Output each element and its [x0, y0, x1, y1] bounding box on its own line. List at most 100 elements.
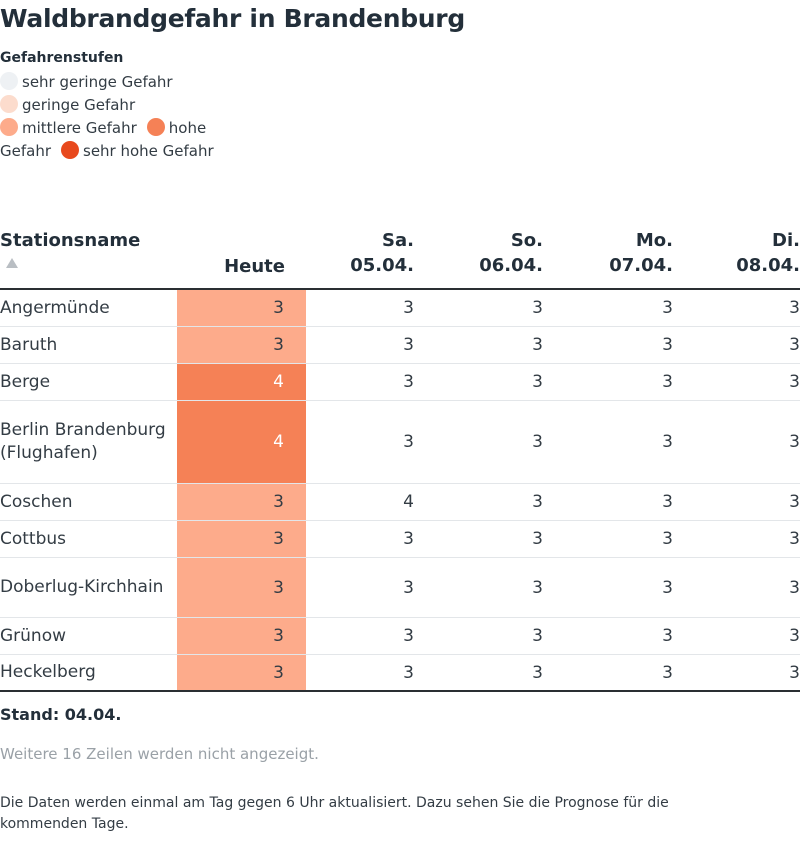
today-level: 4	[177, 401, 306, 483]
forecast-level: 3	[532, 626, 543, 646]
legend-swatch-icon	[0, 72, 18, 90]
forecast-level: 3	[662, 492, 673, 512]
column-header-day-4[interactable]: Di. 08.04.	[680, 228, 800, 278]
column-header-weekday: Di.	[772, 230, 800, 251]
forecast-level: 3	[662, 432, 673, 452]
forecast-level: 3	[662, 577, 673, 598]
forecast-level: 3	[403, 662, 414, 683]
forecast-level: 3	[532, 492, 543, 512]
legend-item: hohe Gefahr	[0, 118, 207, 160]
station-name: Cottbus	[0, 528, 67, 549]
forecast-level: 3	[532, 372, 543, 392]
legend-swatch-icon	[61, 141, 79, 159]
table-row: Doberlug-Kirchhain 3 3 3 3 3	[0, 558, 800, 618]
column-header-day-2[interactable]: So. 06.04.	[423, 228, 543, 278]
forecast-level: 3	[662, 298, 673, 318]
today-level: 3	[177, 618, 306, 654]
station-name: Berge	[0, 371, 51, 392]
station-name: Doberlug-Kirchhain	[0, 577, 164, 597]
forecast-level: 3	[662, 335, 673, 355]
today-level: 3	[177, 521, 306, 557]
forecast-level: 3	[532, 662, 543, 683]
table-header: Stationsname Heute Sa. 05.04. So. 06.04.…	[0, 226, 800, 290]
table-row: Cottbus 3 3 3 3 3	[0, 521, 800, 558]
forecast-level: 3	[789, 492, 800, 512]
forecast-level: 3	[403, 626, 414, 646]
legend-items: sehr geringe Gefahr geringe Gefahr mittler…	[0, 71, 240, 163]
forecast-level: 3	[662, 662, 673, 683]
station-name: Grünow	[0, 625, 67, 646]
column-header-weekday: So.	[510, 230, 543, 251]
forecast-level: 3	[662, 626, 673, 646]
update-note: Die Daten werden einmal am Tag gegen 6 U…	[0, 795, 669, 832]
forecast-level: 3	[403, 529, 414, 549]
forecast-level: 3	[662, 529, 673, 549]
forecast-level: 3	[532, 432, 543, 452]
column-header-weekday: Mo.	[635, 230, 673, 251]
column-header-date: 05.04.	[350, 255, 414, 276]
forecast-level: 3	[532, 298, 543, 318]
table-row: Baruth 3 3 3 3 3	[0, 327, 800, 364]
forecast-level: 3	[403, 577, 414, 598]
legend-item: sehr hohe Gefahr	[61, 141, 224, 160]
legend-label: mittlere Gefahr	[22, 119, 137, 137]
legend: Gefahrenstufen sehr geringe Gefahr gering…	[0, 50, 240, 163]
column-header-weekday: Sa.	[382, 230, 414, 251]
column-header-date: 08.04.	[736, 255, 800, 276]
table-row: Coschen 3 4 3 3 3	[0, 484, 800, 521]
forecast-level: 3	[662, 372, 673, 392]
forecast-level: 4	[403, 492, 414, 512]
forecast-level: 3	[789, 372, 800, 392]
station-name: Coschen	[0, 491, 73, 512]
forecast-level: 3	[403, 298, 414, 318]
table-row: Angermünde 3 3 3 3 3	[0, 290, 800, 327]
legend-item: geringe Gefahr	[0, 95, 145, 114]
station-name: Baruth	[0, 334, 58, 355]
column-header-day-1[interactable]: Sa. 05.04.	[294, 228, 414, 278]
table-row: Berge 4 3 3 3 3	[0, 364, 800, 401]
forecast-level: 3	[789, 335, 800, 355]
column-header-today[interactable]: Heute	[224, 256, 285, 277]
legend-item: mittlere Gefahr	[0, 118, 147, 137]
table-row: Heckelberg 3 3 3 3 3	[0, 655, 800, 692]
column-header-station[interactable]: Stationsname	[0, 228, 140, 253]
column-header-day-3[interactable]: Mo. 07.04.	[553, 228, 673, 278]
column-header-station-label: Stationsname	[0, 230, 141, 251]
forecast-level: 3	[532, 577, 543, 598]
column-header-date: 07.04.	[609, 255, 673, 276]
today-level: 3	[177, 290, 306, 326]
legend-swatch-icon	[146, 118, 165, 136]
table-row: Grünow 3 3 3 3 3	[0, 618, 800, 655]
page-title: Waldbrandgefahr in Brandenburg	[0, 4, 465, 33]
today-level: 4	[177, 364, 306, 400]
legend-label: geringe Gefahr	[22, 96, 136, 114]
column-header-date: 06.04.	[479, 255, 543, 276]
forecast-level: 3	[789, 662, 800, 683]
station-name: Berlin Brandenburg (Flughafen)	[0, 420, 166, 463]
today-level: 3	[177, 484, 306, 520]
today-level: 3	[177, 655, 306, 690]
forecast-level: 3	[789, 298, 800, 318]
station-name: Heckelberg	[0, 662, 96, 682]
forecast-level: 3	[789, 626, 800, 646]
forecast-level: 3	[789, 432, 800, 452]
forecast-level: 3	[789, 529, 800, 549]
legend-swatch-icon	[0, 95, 18, 113]
legend-swatch-icon	[0, 118, 18, 136]
forecast-level: 3	[789, 577, 800, 598]
hidden-rows-notice: Weitere 16 Zeilen werden nicht angezeigt…	[0, 745, 319, 763]
legend-item: sehr geringe Gefahr	[0, 72, 183, 91]
forecast-level: 3	[532, 335, 543, 355]
legend-label: hohe Gefahr	[0, 119, 207, 160]
forecast-level: 3	[403, 432, 414, 452]
station-name: Angermünde	[0, 297, 110, 318]
forecast-level: 3	[403, 372, 414, 392]
table-row: Berlin Brandenburg (Flughafen) 4 3 3 3 3	[0, 401, 800, 484]
today-level: 3	[177, 327, 306, 363]
data-date: Stand: 04.04.	[0, 705, 122, 724]
legend-label: sehr hohe Gefahr	[83, 142, 214, 160]
forecast-level: 3	[532, 529, 543, 549]
forecast-level: 3	[403, 335, 414, 355]
legend-label: sehr geringe Gefahr	[22, 73, 173, 91]
sort-ascending-icon[interactable]	[6, 258, 18, 268]
